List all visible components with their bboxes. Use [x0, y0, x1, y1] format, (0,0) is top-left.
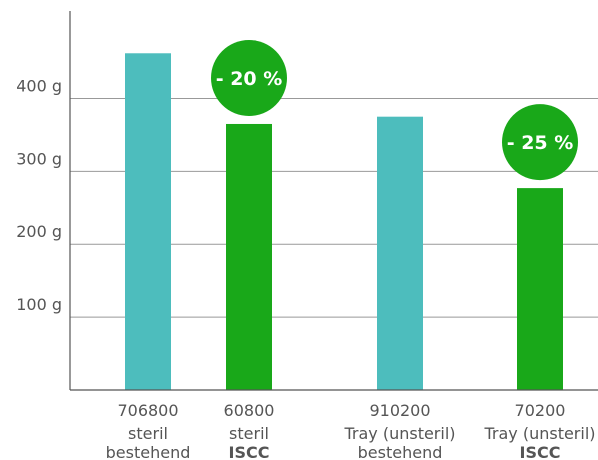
- x-label-code: 60800: [224, 401, 275, 420]
- x-label-type: steril: [229, 424, 269, 443]
- y-tick-label: 200 g: [16, 222, 62, 241]
- x-label-type: steril: [128, 424, 168, 443]
- x-label-code: 70200: [515, 401, 566, 420]
- bar-60800: [226, 123, 272, 390]
- x-category-labels: 706800sterilbestehend60800sterilISCC9102…: [106, 401, 596, 460]
- x-label-variant: bestehend: [358, 443, 443, 460]
- x-label-variant: ISCC: [520, 443, 561, 460]
- reduction-badge-label: - 25 %: [507, 132, 574, 154]
- x-label-variant: bestehend: [106, 443, 191, 460]
- y-tick-label: 400 g: [16, 76, 62, 95]
- x-label-code: 910200: [369, 401, 430, 420]
- reduction-badges: - 20 % - 25 %: [211, 39, 578, 181]
- x-label-type: Tray (unsteril): [483, 424, 595, 443]
- reduction-badge: [502, 104, 578, 181]
- y-tick-label: 300 g: [16, 149, 62, 168]
- bars: [125, 53, 563, 391]
- reduction-badge: [211, 39, 287, 116]
- bar-910200: [377, 116, 423, 391]
- bar-70200: [517, 188, 563, 390]
- y-tick-labels: 100 g 200 g 300 g 400 g: [16, 76, 62, 314]
- x-label-variant: ISCC: [229, 443, 270, 460]
- reduction-badge-label: - 20 %: [216, 68, 283, 90]
- bar-706800: [125, 53, 171, 391]
- x-label-code: 706800: [117, 401, 178, 420]
- y-tick-label: 100 g: [16, 295, 62, 314]
- x-label-type: Tray (unsteril): [343, 424, 455, 443]
